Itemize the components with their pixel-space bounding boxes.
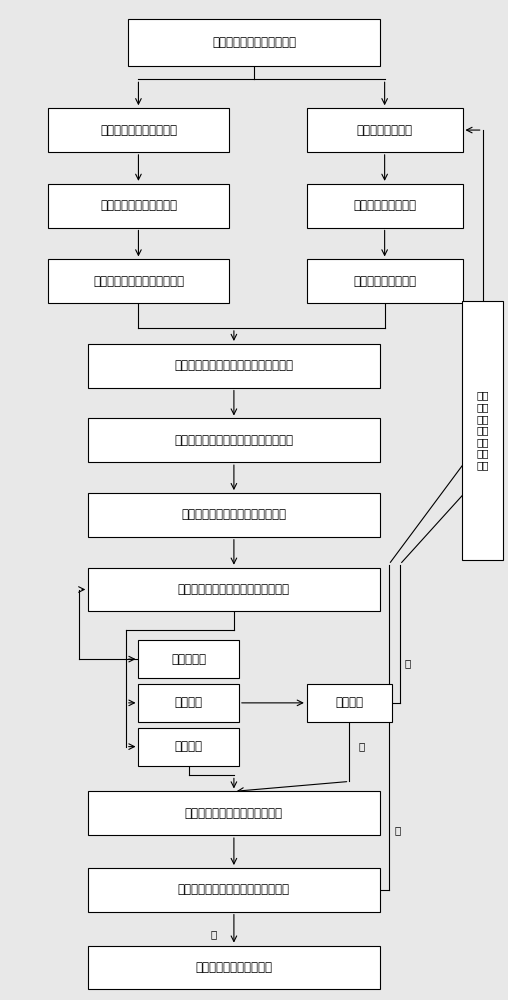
FancyBboxPatch shape bbox=[129, 19, 379, 66]
FancyBboxPatch shape bbox=[88, 791, 379, 835]
Text: 强度不满足: 强度不满足 bbox=[171, 653, 206, 666]
Text: 建立曲轴三维模型: 建立曲轴三维模型 bbox=[357, 124, 412, 137]
Text: 强度过盈: 强度过盈 bbox=[175, 696, 203, 709]
FancyBboxPatch shape bbox=[307, 259, 462, 303]
FancyBboxPatch shape bbox=[88, 568, 379, 611]
Text: 划分网格、设定约束: 划分网格、设定约束 bbox=[353, 199, 416, 212]
FancyBboxPatch shape bbox=[139, 684, 239, 722]
FancyBboxPatch shape bbox=[88, 344, 379, 388]
FancyBboxPatch shape bbox=[48, 184, 229, 228]
Text: 确定曲轴可靠性优化方案: 确定曲轴可靠性优化方案 bbox=[196, 961, 272, 974]
Text: 否: 否 bbox=[211, 930, 217, 940]
FancyBboxPatch shape bbox=[139, 728, 239, 766]
FancyBboxPatch shape bbox=[88, 946, 379, 989]
FancyBboxPatch shape bbox=[462, 301, 503, 560]
Text: 获取曲轴及压缩机原始参数: 获取曲轴及压缩机原始参数 bbox=[212, 36, 296, 49]
Text: 是: 是 bbox=[395, 825, 401, 835]
Text: 优化
曲轴
关键
结构
型式
或者
尺寸: 优化 曲轴 关键 结构 型式 或者 尺寸 bbox=[477, 391, 489, 470]
Text: 强度满足: 强度满足 bbox=[175, 740, 203, 753]
Text: 曲轴模态分析后获得振型和频率: 曲轴模态分析后获得振型和频率 bbox=[185, 807, 283, 820]
Text: 否: 否 bbox=[359, 742, 365, 752]
Text: 有限元计算各离散工况下应力应变分布: 有限元计算各离散工况下应力应变分布 bbox=[174, 359, 294, 372]
Text: 判定激振力频率与固有频率是否共振: 判定激振力频率与固有频率是否共振 bbox=[178, 883, 290, 896]
FancyBboxPatch shape bbox=[307, 684, 392, 722]
FancyBboxPatch shape bbox=[48, 108, 229, 152]
FancyBboxPatch shape bbox=[307, 184, 462, 228]
Text: 曲柄连杆机构动力学分析: 曲柄连杆机构动力学分析 bbox=[100, 199, 177, 212]
FancyBboxPatch shape bbox=[307, 108, 462, 152]
Text: 建立曲轴有限元模型: 建立曲轴有限元模型 bbox=[353, 275, 416, 288]
Text: 根据应力峰値确定危险工况和危险节点: 根据应力峰値确定危险工况和危险节点 bbox=[174, 434, 294, 447]
Text: 曲柄连杆机构运动学分析: 曲柄连杆机构运动学分析 bbox=[100, 124, 177, 137]
Text: 获取离散工况下曲轴受力数值: 获取离散工况下曲轴受力数值 bbox=[93, 275, 184, 288]
Text: 是否优化: 是否优化 bbox=[335, 696, 363, 709]
FancyBboxPatch shape bbox=[88, 418, 379, 462]
FancyBboxPatch shape bbox=[88, 868, 379, 912]
FancyBboxPatch shape bbox=[48, 259, 229, 303]
Text: 是: 是 bbox=[404, 658, 410, 668]
FancyBboxPatch shape bbox=[88, 493, 379, 537]
Text: 获取危险节点离散工况下应力数值: 获取危险节点离散工况下应力数值 bbox=[181, 508, 287, 521]
Text: 校核危险节点疲劳强度是否满足要求: 校核危险节点疲劳强度是否满足要求 bbox=[178, 583, 290, 596]
FancyBboxPatch shape bbox=[139, 640, 239, 678]
